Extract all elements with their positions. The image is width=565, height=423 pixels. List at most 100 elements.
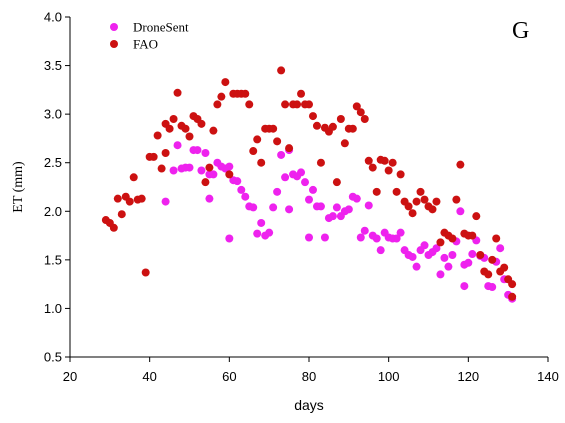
data-point <box>157 164 166 173</box>
y-tick-label: 2.5 <box>44 155 62 170</box>
data-point <box>388 158 397 167</box>
data-point <box>217 92 226 101</box>
x-tick-label: 40 <box>142 369 156 384</box>
data-point <box>500 263 509 272</box>
data-point <box>245 100 254 109</box>
data-point <box>456 207 465 216</box>
data-point <box>416 187 425 196</box>
data-point <box>225 162 234 171</box>
data-point <box>468 250 477 259</box>
y-axis-title: ET (mm) <box>11 161 26 213</box>
data-point <box>344 205 353 214</box>
y-tick-label: 3.0 <box>44 107 62 122</box>
data-point <box>173 141 182 150</box>
data-point <box>452 195 461 204</box>
data-point <box>209 126 218 135</box>
data-point <box>348 124 357 133</box>
data-point <box>372 234 381 243</box>
data-point <box>396 170 405 179</box>
data-point <box>281 173 290 182</box>
panel-label: G <box>512 18 529 44</box>
data-point <box>129 173 138 182</box>
data-point <box>285 144 294 153</box>
data-point <box>253 135 262 144</box>
data-point <box>273 187 282 196</box>
data-point <box>197 166 206 175</box>
data-point <box>368 163 377 172</box>
data-point <box>444 262 453 271</box>
data-point <box>165 124 174 133</box>
data-point <box>117 210 126 219</box>
data-point <box>460 282 469 291</box>
series-dronesent <box>161 141 517 303</box>
data-point <box>392 234 401 243</box>
x-tick-label: 20 <box>63 369 77 384</box>
data-point <box>185 132 194 141</box>
data-point <box>472 212 481 221</box>
data-point <box>432 197 441 206</box>
data-point <box>109 223 118 232</box>
data-point <box>384 166 393 175</box>
data-point <box>316 202 325 211</box>
data-point <box>508 280 517 289</box>
data-point <box>372 187 381 196</box>
data-point <box>209 170 218 179</box>
data-point <box>237 185 246 194</box>
data-point <box>476 251 485 259</box>
data-point <box>185 163 194 172</box>
data-point <box>273 137 282 146</box>
data-point <box>297 168 306 177</box>
data-point <box>285 205 294 214</box>
x-axis-title: days <box>294 397 324 413</box>
data-point <box>213 100 222 109</box>
data-point <box>360 226 369 235</box>
data-point <box>277 150 286 159</box>
data-point <box>320 233 329 242</box>
data-point <box>352 102 361 111</box>
y-tick-label: 1.5 <box>44 252 62 267</box>
y-tick-label: 1.0 <box>44 301 62 316</box>
data-point <box>305 233 313 242</box>
data-point <box>205 163 214 172</box>
x-tick-label: 60 <box>222 369 236 384</box>
data-point <box>113 194 122 203</box>
series-fao <box>101 66 517 301</box>
data-point <box>277 66 286 75</box>
data-point <box>225 170 234 179</box>
data-point <box>253 229 262 238</box>
data-point <box>305 100 313 109</box>
data-point <box>408 209 417 218</box>
data-point <box>293 100 302 109</box>
data-point <box>412 262 421 271</box>
data-point <box>328 122 337 131</box>
data-point <box>412 197 421 206</box>
data-point <box>269 203 278 212</box>
data-point <box>448 234 457 243</box>
data-point <box>408 252 417 261</box>
data-point <box>301 178 310 187</box>
data-point <box>221 78 230 87</box>
x-tick-label: 120 <box>457 369 479 384</box>
data-point <box>420 241 429 250</box>
y-tick-label: 0.5 <box>44 350 62 365</box>
data-point <box>364 201 373 210</box>
data-point <box>492 234 501 243</box>
data-point <box>484 270 493 279</box>
y-tick-label: 3.5 <box>44 58 62 73</box>
data-point <box>249 203 258 212</box>
data-point <box>308 112 317 121</box>
data-point <box>336 115 345 123</box>
data-point <box>225 234 234 243</box>
data-point <box>269 124 278 133</box>
y-tick-label: 2.0 <box>44 204 62 219</box>
data-point <box>328 212 337 221</box>
data-point <box>488 255 497 264</box>
data-point <box>257 158 266 167</box>
legend-marker <box>110 23 118 31</box>
data-point <box>332 203 341 212</box>
data-point <box>308 185 317 194</box>
data-point <box>440 253 449 262</box>
data-point <box>396 228 405 237</box>
